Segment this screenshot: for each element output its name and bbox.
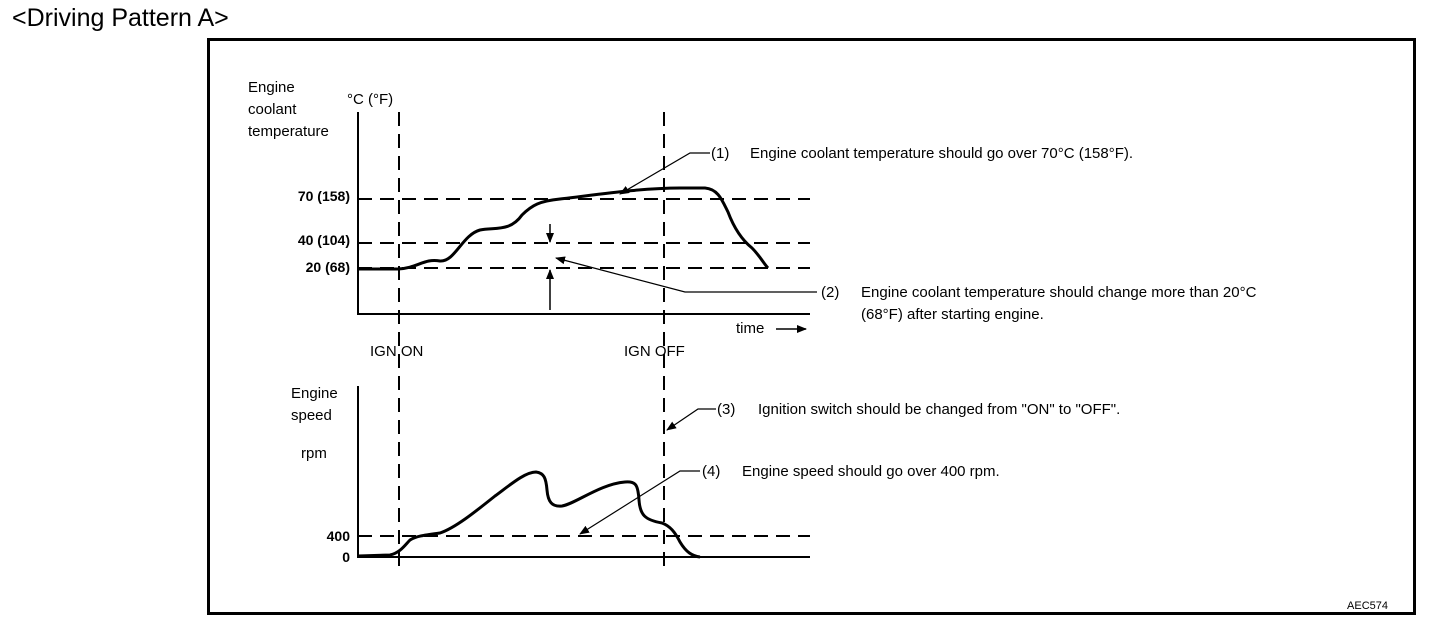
speed-curve <box>357 470 701 559</box>
temp-tick-20: 20 (68) <box>306 259 350 275</box>
callout-1: (1) Engine coolant temperature should go… <box>619 145 1133 195</box>
speed-ylabel-line-1: Engine <box>291 385 338 402</box>
callout-4-text: Engine speed should go over 400 rpm. <box>742 463 1000 480</box>
speed-ylabel-line-2: speed <box>291 407 332 424</box>
callout-1-number: (1) <box>711 145 729 162</box>
ign-on-label: IGN ON <box>370 343 423 360</box>
engine-speed-chart: Engine speed rpm 400 0 <box>291 385 810 565</box>
callout-1-leader <box>619 152 710 195</box>
page-title: <Driving Pattern A> <box>12 4 229 32</box>
speed-tick-400: 400 <box>327 528 351 544</box>
temp-ylabel-line-1: Engine <box>248 79 295 96</box>
callout-4-number: (4) <box>702 463 720 480</box>
temp-ylabel-line-3: temperature <box>248 123 329 140</box>
temp-curve <box>358 186 770 271</box>
callout-2-text-line-2: (68°F) after starting engine. <box>861 306 1044 323</box>
ign-off-label: IGN OFF <box>624 343 685 360</box>
temp-tick-40: 40 (104) <box>298 232 350 248</box>
callout-2-text-line-1: Engine coolant temperature should change… <box>861 284 1257 301</box>
callout-3-text: Ignition switch should be changed from "… <box>758 401 1120 418</box>
callout-1-text: Engine coolant temperature should go ove… <box>750 145 1133 162</box>
callout-3-number: (3) <box>717 401 735 418</box>
callout-3-leader <box>666 408 716 431</box>
temp-tick-70: 70 (158) <box>298 188 350 204</box>
diagram-frame <box>207 38 1416 615</box>
callout-4: (4) Engine speed should go over 400 rpm. <box>579 463 1000 535</box>
callout-3: (3) Ignition switch should be changed fr… <box>666 401 1120 431</box>
temp-ylabel-line-2: coolant <box>248 101 297 118</box>
callout-2-leader <box>555 256 817 293</box>
callout-2: (2) Engine coolant temperature should ch… <box>555 256 1257 323</box>
diagram-code: AEC574 <box>1347 600 1388 612</box>
time-axis-label: time <box>736 320 764 337</box>
temp-unit-label: °C (°F) <box>347 91 393 108</box>
temperature-chart: Engine coolant temperature °C (°F) 70 (1… <box>248 79 810 360</box>
callout-2-number: (2) <box>821 284 839 301</box>
speed-tick-0: 0 <box>342 549 350 565</box>
callout-4-leader <box>579 470 700 535</box>
speed-unit-label: rpm <box>301 445 327 462</box>
